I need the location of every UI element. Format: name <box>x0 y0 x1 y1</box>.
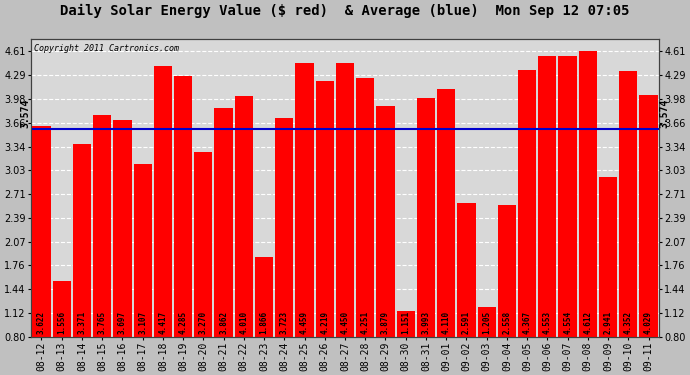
Bar <box>195 152 213 375</box>
Text: 3.765: 3.765 <box>98 310 107 333</box>
Bar <box>295 63 314 375</box>
Text: 3.107: 3.107 <box>138 310 147 333</box>
Bar <box>356 78 375 375</box>
Bar <box>518 70 536 375</box>
Bar <box>437 89 455 375</box>
Text: 4.110: 4.110 <box>442 310 451 333</box>
Bar <box>134 164 152 375</box>
Text: 4.612: 4.612 <box>583 310 592 333</box>
Text: 3.622: 3.622 <box>37 310 46 333</box>
Text: 4.459: 4.459 <box>300 310 309 333</box>
Bar <box>113 120 132 375</box>
Bar <box>315 81 334 375</box>
Bar <box>73 144 91 375</box>
Bar <box>538 56 556 375</box>
Bar <box>397 311 415 375</box>
Text: Copyright 2011 Cartronics.com: Copyright 2011 Cartronics.com <box>34 44 179 53</box>
Bar <box>154 66 172 375</box>
Text: 4.554: 4.554 <box>563 310 572 333</box>
Text: 1.151: 1.151 <box>401 310 411 333</box>
Bar <box>275 118 293 375</box>
Text: 4.219: 4.219 <box>320 310 329 333</box>
Text: 4.010: 4.010 <box>239 310 248 333</box>
Bar <box>558 56 577 375</box>
Text: 3.993: 3.993 <box>422 310 431 333</box>
Text: 4.352: 4.352 <box>624 310 633 333</box>
Text: 3.879: 3.879 <box>381 310 390 333</box>
Text: 3.862: 3.862 <box>219 310 228 333</box>
Bar <box>599 177 617 375</box>
Bar <box>477 307 495 375</box>
Text: 4.367: 4.367 <box>522 310 531 333</box>
Text: 2.591: 2.591 <box>462 310 471 333</box>
Text: 2.941: 2.941 <box>604 310 613 333</box>
Text: 1.205: 1.205 <box>482 310 491 333</box>
Bar <box>497 206 516 375</box>
Text: 4.251: 4.251 <box>361 310 370 333</box>
Bar <box>235 96 253 375</box>
Bar <box>640 95 658 375</box>
Bar <box>32 126 50 375</box>
Bar <box>579 51 597 375</box>
Bar <box>619 71 638 375</box>
Text: 3.574: 3.574 <box>660 98 670 128</box>
Text: 3.371: 3.371 <box>77 310 86 333</box>
Text: 4.029: 4.029 <box>644 310 653 333</box>
Text: 2.558: 2.558 <box>502 310 511 333</box>
Bar <box>336 63 354 375</box>
Bar <box>93 115 111 375</box>
Text: 4.285: 4.285 <box>179 310 188 333</box>
Bar <box>52 280 71 375</box>
Bar <box>376 106 395 375</box>
Bar <box>215 108 233 375</box>
Text: 3.697: 3.697 <box>118 310 127 333</box>
Bar <box>174 76 193 375</box>
Bar <box>255 257 273 375</box>
Text: 3.574: 3.574 <box>20 98 30 128</box>
Text: 3.270: 3.270 <box>199 310 208 333</box>
Bar <box>417 98 435 375</box>
Text: 4.553: 4.553 <box>543 310 552 333</box>
Text: 1.866: 1.866 <box>259 310 268 333</box>
Text: Daily Solar Energy Value ($ red)  & Average (blue)  Mon Sep 12 07:05: Daily Solar Energy Value ($ red) & Avera… <box>60 4 630 18</box>
Text: 3.723: 3.723 <box>279 310 289 333</box>
Text: 4.417: 4.417 <box>159 310 168 333</box>
Bar <box>457 203 475 375</box>
Text: 4.450: 4.450 <box>340 310 350 333</box>
Text: 1.556: 1.556 <box>57 310 66 333</box>
